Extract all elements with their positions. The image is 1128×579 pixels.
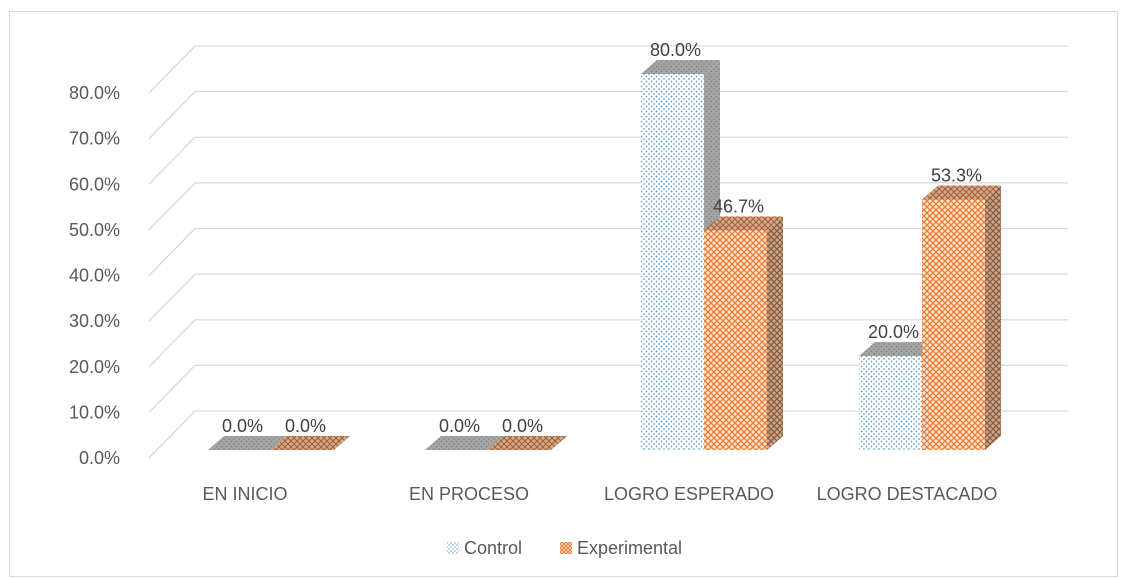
bar-top-face bbox=[208, 436, 287, 450]
bar-top-face bbox=[425, 436, 504, 450]
chart-frame bbox=[9, 11, 1118, 577]
legend-swatch-control bbox=[447, 542, 459, 554]
gridline-diagonal bbox=[148, 273, 196, 322]
bar-front-face bbox=[859, 356, 922, 450]
data-label: 46.7% bbox=[713, 197, 764, 217]
bar-side-face bbox=[985, 185, 1001, 451]
bar-top-face bbox=[641, 60, 720, 74]
category-label: LOGRO DESTACADO bbox=[817, 484, 998, 504]
bar-experimental bbox=[271, 436, 350, 450]
y-tick-label: 50.0% bbox=[69, 220, 120, 240]
bar-top-face bbox=[704, 216, 783, 231]
y-tick-label: 10.0% bbox=[69, 402, 120, 422]
data-label: 0.0% bbox=[285, 416, 326, 436]
bar-control bbox=[425, 436, 504, 450]
y-axis-ticks: 0.0% 10.0% 20.0% 30.0% 40.0% 50.0% 60.0% 70.0% 8… bbox=[69, 83, 120, 468]
y-tick-label: 80.0% bbox=[69, 83, 120, 103]
bar-top-face bbox=[271, 436, 350, 450]
data-labels: 0.0% 0.0% 0.0% 0.0% 80.0% 46.7% 20.0% 53.3% bbox=[222, 40, 982, 436]
bar-experimental bbox=[922, 185, 1001, 451]
data-label: 53.3% bbox=[931, 165, 982, 185]
legend-label: Experimental bbox=[577, 538, 682, 558]
gridline-diagonal bbox=[148, 91, 196, 140]
y-tick-label: 70.0% bbox=[69, 129, 120, 149]
bar-experimental bbox=[488, 436, 567, 450]
gridline-diagonal bbox=[148, 182, 196, 231]
y-tick-label: 40.0% bbox=[69, 266, 120, 286]
data-label: 0.0% bbox=[502, 416, 543, 436]
bar-top-face bbox=[922, 185, 1001, 200]
gridline-diagonal bbox=[148, 319, 196, 368]
category-label: EN INICIO bbox=[202, 484, 287, 504]
bar-front-face bbox=[704, 230, 767, 450]
legend-swatch-experimental bbox=[560, 542, 572, 554]
bar-side-face bbox=[767, 216, 783, 450]
data-label: 20.0% bbox=[868, 322, 919, 342]
gridline-diagonal bbox=[148, 136, 196, 185]
data-label: 80.0% bbox=[650, 40, 701, 60]
bar-experimental bbox=[704, 216, 783, 450]
bar-top-face bbox=[488, 436, 567, 450]
bar-front-face bbox=[922, 199, 985, 450]
category-label: LOGRO ESPERADO bbox=[604, 484, 774, 504]
bar-front-face bbox=[641, 74, 704, 450]
gridline-diagonal bbox=[148, 410, 196, 459]
legend-label: Control bbox=[464, 538, 522, 558]
gridline-diagonal bbox=[148, 45, 196, 94]
bar-control bbox=[208, 436, 287, 450]
y-tick-label: 20.0% bbox=[69, 357, 120, 377]
gridline-diagonal bbox=[148, 228, 196, 276]
category-labels: EN INICIO EN PROCESO LOGRO ESPERADO LOGRO D… bbox=[202, 484, 997, 504]
category-label: EN PROCESO bbox=[409, 484, 529, 504]
bar-top-face bbox=[859, 342, 938, 356]
data-label: 0.0% bbox=[222, 416, 263, 436]
y-tick-label: 0.0% bbox=[79, 448, 120, 468]
gridline-diagonal bbox=[148, 364, 196, 413]
legend: Control Experimental bbox=[447, 538, 682, 558]
data-label: 0.0% bbox=[439, 416, 480, 436]
bars bbox=[208, 60, 1001, 451]
y-tick-label: 30.0% bbox=[69, 311, 120, 331]
y-tick-label: 60.0% bbox=[69, 174, 120, 194]
